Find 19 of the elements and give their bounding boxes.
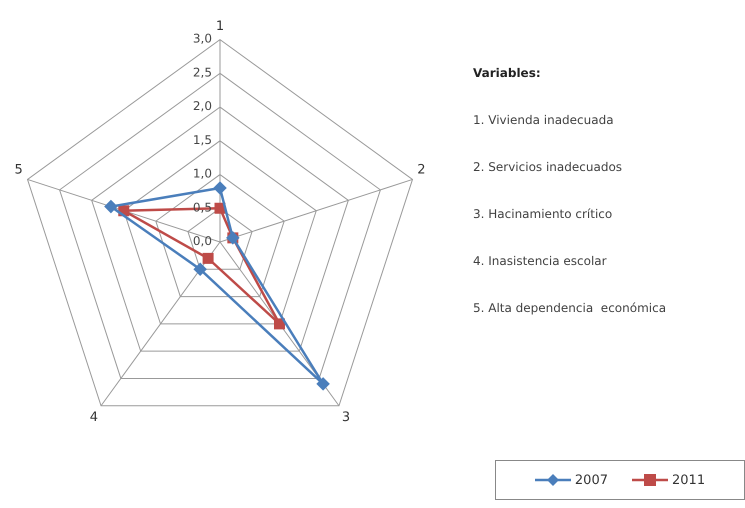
legend-label: 2007 [574,472,608,488]
text: 5. Alta dependencia económica [473,301,666,317]
y-tick-label: 2,5 [192,65,212,80]
y-tick-label: 1,5 [192,132,212,147]
text: 3. Hacinamiento crítico [473,207,614,223]
y-tick-label: 1,0 [192,166,212,181]
y-tick-label: 3,0 [192,32,212,46]
spoke-label: 4 [90,410,98,425]
spoke-label: 3 [342,410,350,425]
spoke-label: 2 [417,162,426,178]
y-tick-label: 0,0 [192,234,212,248]
spoke-label: 1 [216,19,224,34]
text: 4. Inasistencia escolar [473,254,608,270]
text: 2. Servicios inadecuados [473,160,624,176]
text: 1. Vivienda inadecuada [473,113,615,129]
y-tick-label: 2,0 [192,99,212,114]
spoke-label: 5 [14,162,23,178]
legend-label: 2011 [672,472,706,488]
text: Variables: [473,66,542,82]
